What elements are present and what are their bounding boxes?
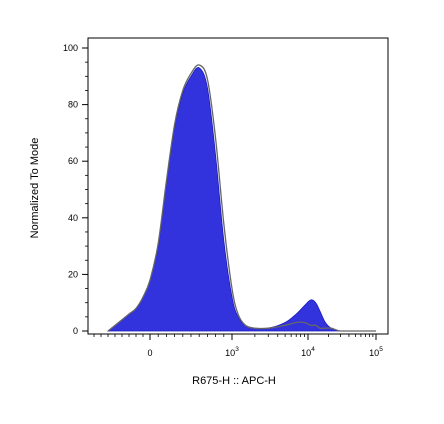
x-tick-label: 0: [147, 348, 152, 358]
y-tick-label: 80: [68, 100, 78, 110]
x-axis-title: R675-H :: APC-H: [192, 375, 276, 387]
y-axis: 0 20 40 60 80 100: [63, 43, 88, 336]
y-tick-label: 0: [73, 326, 78, 336]
x-tick-label: 104: [301, 346, 315, 358]
y-tick-label: 40: [68, 213, 78, 223]
filled-series-area: [106, 67, 376, 332]
x-tick-label: 105: [369, 346, 383, 358]
y-tick-label: 60: [68, 156, 78, 166]
x-tick-label: 103: [225, 346, 239, 358]
y-tick-label: 20: [68, 269, 78, 279]
x-axis: 0 103 104 105: [93, 334, 383, 358]
y-axis-title: Normalized To Mode: [29, 138, 41, 239]
overlay-series-line: [107, 64, 376, 332]
plot-frame: [87, 37, 389, 335]
y-tick-label: 100: [63, 43, 78, 53]
